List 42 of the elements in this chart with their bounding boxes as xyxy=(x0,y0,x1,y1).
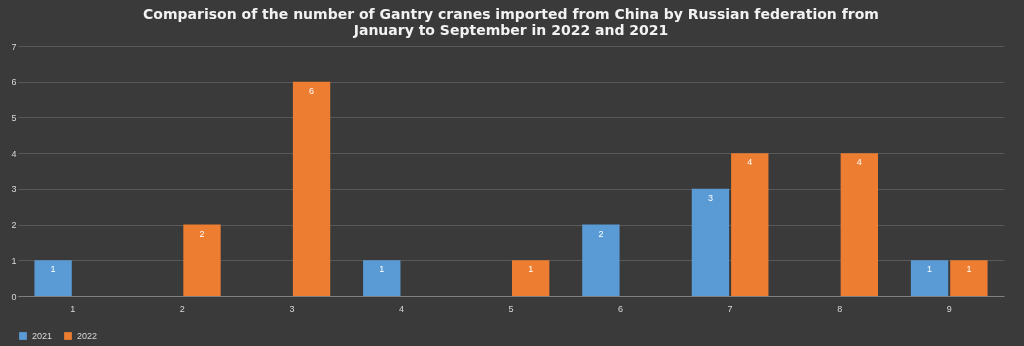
y-tick-label: 4 xyxy=(11,148,17,159)
bar xyxy=(363,260,401,296)
y-tick-label: 6 xyxy=(11,77,17,88)
data-label: 2 xyxy=(199,228,205,239)
bar xyxy=(511,260,550,296)
y-tick-label: 1 xyxy=(11,255,17,266)
data-label: 1 xyxy=(528,264,534,275)
data-label: 4 xyxy=(856,157,862,168)
x-tick-label: 5 xyxy=(508,303,514,314)
bar xyxy=(34,260,72,296)
x-tick-label: 2 xyxy=(179,303,185,314)
y-tick-label: 5 xyxy=(11,112,17,123)
x-tick-label: 9 xyxy=(946,303,952,314)
x-tick-label: 7 xyxy=(727,303,733,314)
bar xyxy=(840,153,879,296)
x-tick-label: 3 xyxy=(289,303,295,314)
legend-label: 2021 xyxy=(32,331,53,341)
bar xyxy=(950,260,988,296)
bar xyxy=(910,260,949,296)
x-tick-label: 6 xyxy=(618,303,624,314)
data-label: 6 xyxy=(309,85,315,96)
legend-label: 2022 xyxy=(77,331,98,341)
x-tick-label: 4 xyxy=(398,303,404,314)
bar xyxy=(183,224,221,296)
data-label: 2 xyxy=(598,228,604,239)
data-label: 1 xyxy=(379,264,385,275)
data-label: 1 xyxy=(50,264,56,275)
x-tick-label: 1 xyxy=(70,303,76,314)
bar xyxy=(731,153,769,296)
data-label: 1 xyxy=(927,264,933,275)
y-tick-label: 0 xyxy=(11,291,17,302)
y-tick-label: 3 xyxy=(11,184,17,195)
x-tick-label: 8 xyxy=(837,303,843,314)
data-label: 4 xyxy=(747,157,753,168)
chart-title: Comparison of the number of Gantry cranes imported from China by Russian federation from January to September in 2022 and 2021 xyxy=(143,6,879,38)
data-label: 3 xyxy=(707,192,713,203)
y-tick-label: 7 xyxy=(11,41,17,52)
bar xyxy=(582,224,620,296)
y-tick-label: 2 xyxy=(11,220,17,231)
bar xyxy=(292,81,331,296)
data-label: 1 xyxy=(966,264,972,275)
bar xyxy=(691,188,730,296)
